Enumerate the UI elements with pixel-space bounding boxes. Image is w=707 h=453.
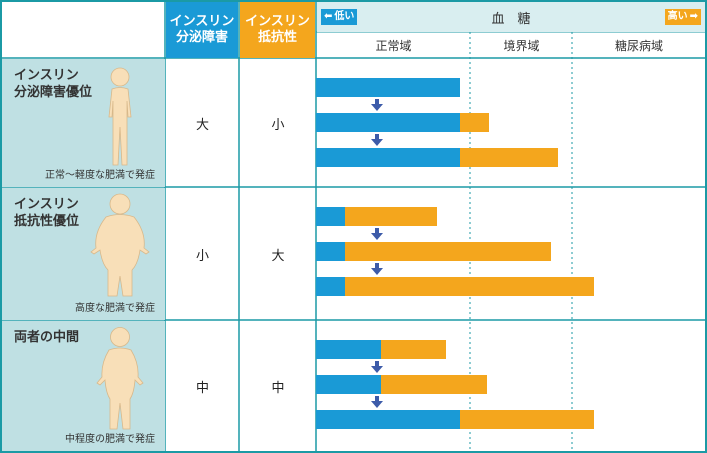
- arrow-left-icon: ⬅: [324, 11, 333, 22]
- bar-secretion-segment: [316, 242, 345, 261]
- down-arrow-icon: [375, 396, 379, 401]
- bar-secretion-segment: [316, 410, 460, 429]
- row-title: 両者の中間: [14, 330, 80, 345]
- obese-person-icon: [90, 193, 150, 297]
- row-note: 正常～軽度な肥満で発症: [45, 170, 155, 181]
- bar-resistance-segment: [380, 340, 446, 359]
- resistance-value: 大: [271, 248, 285, 264]
- bar-resistance-segment: [344, 277, 594, 296]
- slim-person-icon: [108, 67, 132, 166]
- down-arrow-icon: [371, 401, 383, 408]
- down-arrow-icon: [371, 233, 383, 240]
- secretion-value: 中: [195, 380, 209, 396]
- zone-diabetes: 糖尿病域: [614, 39, 663, 53]
- bar-resistance-segment: [460, 410, 594, 429]
- secretion-value: 大: [195, 117, 209, 133]
- bar-secretion-segment: [316, 277, 345, 296]
- down-arrow-icon: [375, 361, 379, 366]
- bar-resistance-segment: [344, 207, 437, 226]
- bar-secretion-segment: [316, 148, 460, 167]
- down-arrow-icon: [375, 228, 379, 233]
- bar-secretion-segment: [316, 340, 381, 359]
- low-label: 低い: [334, 11, 355, 22]
- row-title: インスリン 分泌障害優位: [14, 68, 93, 100]
- high-label: 高い: [667, 11, 688, 22]
- high-badge: 高い ➡: [664, 9, 701, 25]
- bar-resistance-segment: [460, 148, 558, 167]
- header-resistance: インスリン 抵抗性: [240, 2, 315, 58]
- down-arrow-icon: [371, 268, 383, 275]
- resistance-value: 小: [271, 117, 285, 133]
- down-arrow-icon: [375, 134, 379, 139]
- bar-secretion-segment: [316, 375, 381, 394]
- zone-normal: 正常域: [375, 39, 412, 53]
- down-arrow-icon: [375, 99, 379, 104]
- medium-person-icon: [96, 327, 144, 430]
- secretion-value: 小: [195, 248, 209, 264]
- bar-resistance-segment: [344, 242, 551, 261]
- down-arrow-icon: [371, 104, 383, 111]
- bar-resistance-segment: [380, 375, 488, 394]
- header-secretion: インスリン 分泌障害: [166, 2, 238, 58]
- row-title: インスリン 抵抗性優位: [14, 197, 80, 229]
- bar-secretion-segment: [316, 113, 460, 132]
- low-badge: ⬅ 低い: [321, 9, 358, 25]
- bar-secretion-segment: [316, 78, 460, 97]
- blood-sugar-header: ⬅ 低い 血 糖 高い ➡: [317, 2, 705, 32]
- zone-borderline: 境界域: [503, 39, 540, 53]
- bar-resistance-segment: [460, 113, 489, 132]
- down-arrow-icon: [371, 366, 383, 373]
- row-note: 中程度の肥満で発症: [65, 434, 155, 445]
- down-arrow-icon: [371, 139, 383, 146]
- arrow-right-icon: ➡: [689, 11, 698, 22]
- row-note: 高度な肥満で発症: [75, 303, 155, 314]
- down-arrow-icon: [375, 263, 379, 268]
- resistance-value: 中: [271, 380, 285, 396]
- blood-sugar-title: 血 糖: [491, 11, 531, 27]
- row-label-intermediate: 両者の中間 中程度の肥満で発症: [2, 321, 165, 451]
- row-label-resistance-dominant: インスリン 抵抗性優位 高度な肥満で発症: [2, 188, 165, 320]
- bar-secretion-segment: [316, 207, 345, 226]
- row-label-secretion-dominant: インスリン 分泌障害優位 正常～軽度な肥満で発症: [2, 59, 165, 187]
